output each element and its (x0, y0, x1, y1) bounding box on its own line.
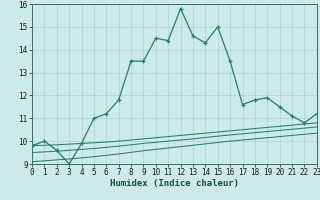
X-axis label: Humidex (Indice chaleur): Humidex (Indice chaleur) (110, 179, 239, 188)
